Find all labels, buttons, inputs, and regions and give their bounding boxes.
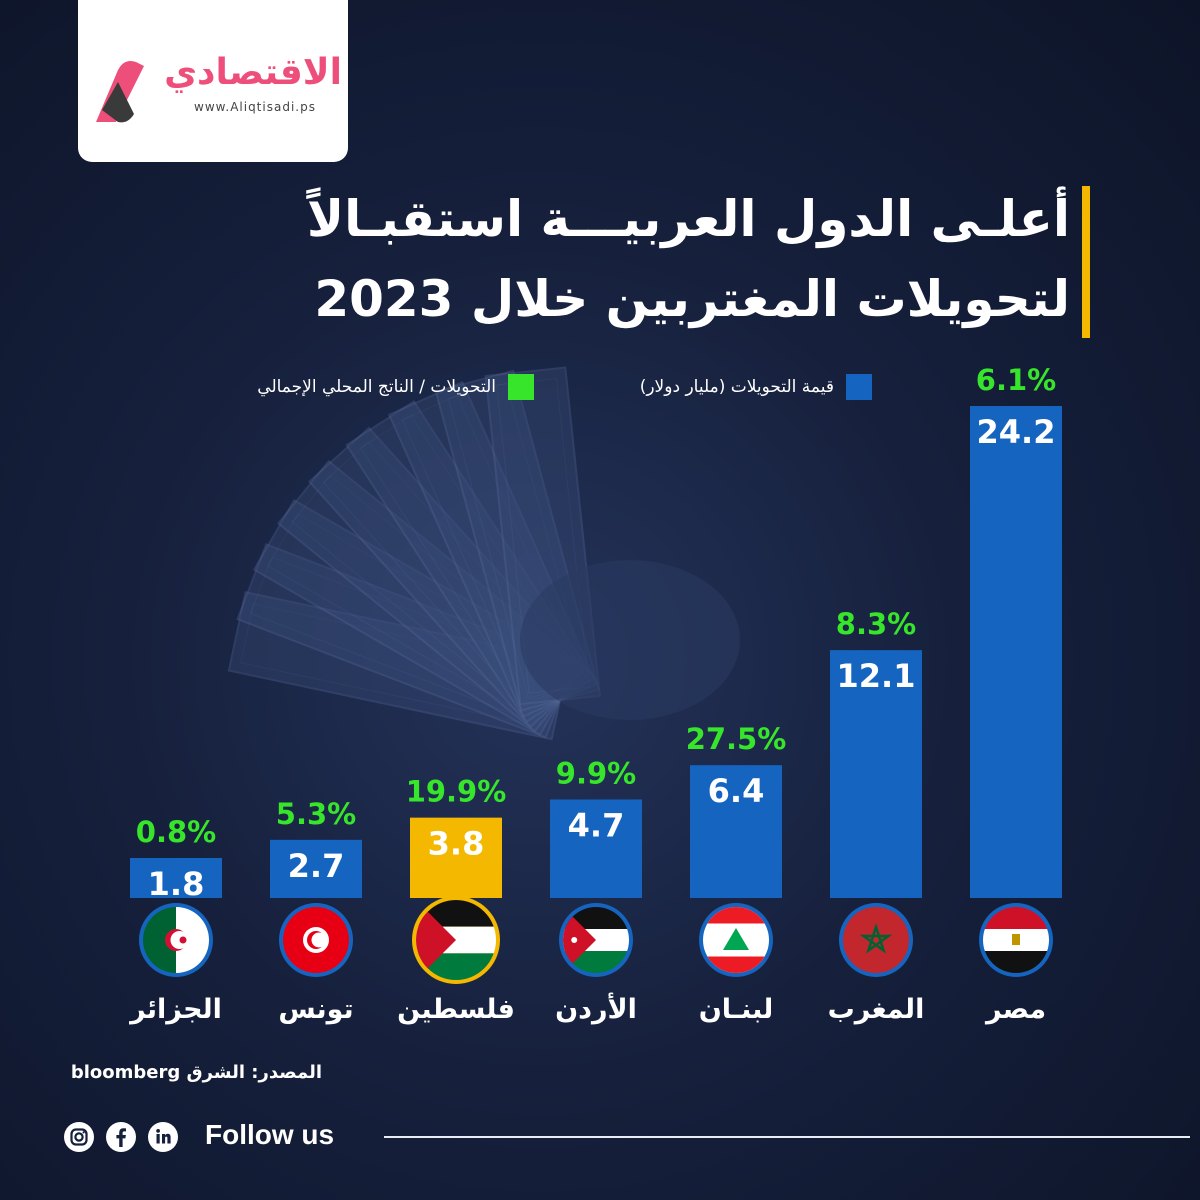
value-label: 3.8	[428, 825, 485, 863]
value-label: 2.7	[288, 847, 345, 885]
bar-group: 24.2 6.1% مصر	[970, 363, 1062, 1025]
country-label: الجزائر	[128, 994, 222, 1025]
lebanon-flag-icon	[703, 907, 769, 973]
tunisia-flag-icon	[283, 907, 349, 973]
bar	[270, 839, 362, 898]
jordan-flag-icon	[563, 907, 629, 973]
bar-group: 12.1 8.3% المغرب	[828, 607, 925, 1025]
country-label: تونس	[278, 994, 353, 1025]
value-label: 24.2	[977, 413, 1056, 451]
instagram-icon[interactable]	[64, 1122, 94, 1152]
country-label: لبنـان	[699, 994, 774, 1025]
bar-group: 3.8 19.9% فلسطين	[397, 775, 515, 1025]
percent-label: 9.9%	[556, 756, 636, 790]
egypt-flag-icon	[983, 907, 1049, 973]
title-accent-bar	[1082, 186, 1090, 338]
bar	[410, 817, 502, 898]
page-title-line2: لتحويلات المغتربين خلال 2023	[314, 270, 1070, 328]
bar	[130, 858, 222, 898]
percent-label: 8.3%	[836, 607, 916, 641]
percent-label: 5.3%	[276, 797, 356, 831]
legend-label-value: قيمة التحويلات (مليار دولار)	[639, 377, 834, 397]
facebook-icon[interactable]	[106, 1122, 136, 1152]
value-label: 6.4	[708, 772, 765, 810]
bar-group: 6.4 27.5% لبنـان	[686, 722, 787, 1025]
algeria-flag-icon	[143, 907, 209, 973]
legend-swatch-blue	[846, 374, 872, 400]
value-label: 12.1	[837, 657, 916, 695]
bar	[550, 799, 642, 898]
follow-us-text: Follow us	[205, 1119, 335, 1150]
brand-url: www.Aliqtisadi.ps	[194, 100, 316, 114]
percent-label: 19.9%	[406, 775, 507, 809]
country-label: الأردن	[555, 992, 637, 1025]
percent-label: 0.8%	[136, 815, 216, 849]
page-title-line1: أعلـى الدول العربيـــة استقبـالاً	[306, 190, 1070, 248]
source-note: المصدر: الشرق bloomberg	[70, 1062, 322, 1083]
bar-group: 4.7 9.9% الأردن	[550, 756, 642, 1025]
morocco-flag-icon	[843, 907, 909, 973]
bar	[690, 765, 782, 898]
bar-group: 1.8 0.8% الجزائر	[128, 815, 222, 1025]
percent-label: 6.1%	[976, 363, 1056, 397]
brand-name: الاقتصادي	[164, 52, 342, 93]
country-label: مصر	[984, 994, 1046, 1025]
footer-divider	[384, 1136, 1190, 1138]
linkedin-icon[interactable]	[148, 1122, 178, 1152]
country-label: فلسطين	[397, 994, 515, 1025]
country-label: المغرب	[828, 994, 925, 1025]
percent-label: 27.5%	[686, 722, 787, 756]
bar	[970, 406, 1062, 898]
brand-logo-card: الاقتصادي www.Aliqtisadi.ps	[78, 0, 348, 162]
legend-item-gdp: التحويلات / الناتج المحلي الإجمالي	[178, 372, 534, 402]
legend-swatch-green	[508, 374, 534, 400]
legend-item-value: قيمة التحويلات (مليار دولار)	[580, 372, 872, 402]
legend-label-gdp: التحويلات / الناتج المحلي الإجمالي	[257, 377, 496, 397]
bar	[830, 650, 922, 898]
palestine-flag-icon	[416, 900, 496, 980]
hand-shape	[520, 560, 740, 720]
brand-logo-icon	[96, 61, 144, 123]
bar-group: 2.7 5.3% تونس	[270, 797, 362, 1025]
value-label: 1.8	[148, 865, 205, 903]
value-label: 4.7	[568, 806, 625, 844]
